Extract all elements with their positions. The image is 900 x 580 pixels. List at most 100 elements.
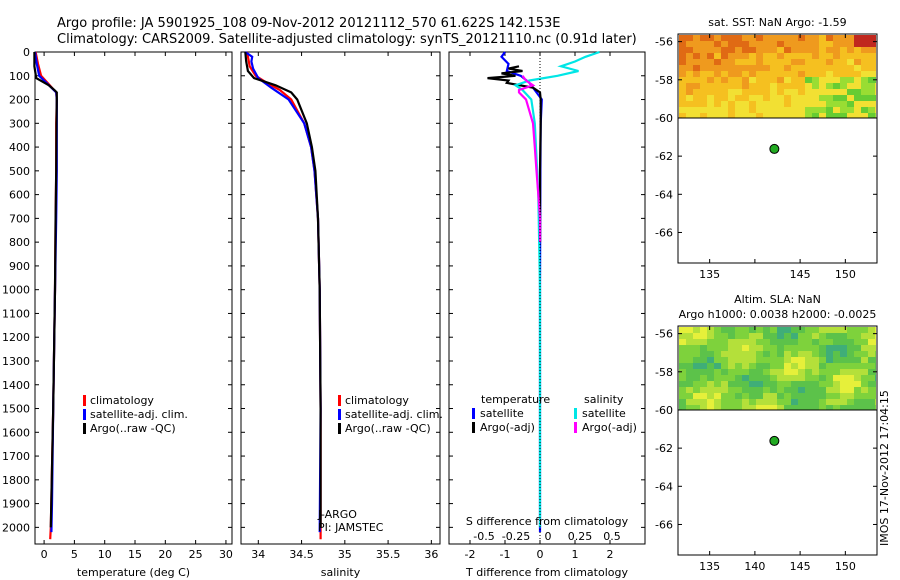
heatmap-cell	[854, 47, 861, 53]
heatmap-cell	[777, 333, 784, 339]
heatmap-cell	[791, 369, 798, 375]
x-tick-label: 30	[219, 548, 233, 561]
heatmap-cell	[735, 59, 742, 65]
x-tick-label: 25	[189, 548, 203, 561]
heatmap-cell	[875, 393, 876, 399]
heatmap-cell	[679, 113, 686, 118]
heatmap-cell	[833, 101, 840, 107]
heatmap-cell	[784, 375, 791, 381]
heatmap-cell	[854, 345, 861, 351]
heatmap-cell	[742, 89, 749, 95]
plot-frame	[34, 51, 233, 545]
heatmap-cell	[861, 345, 868, 351]
heatmap-cell	[798, 71, 805, 77]
heatmap-cell	[714, 107, 721, 113]
heatmap-cell	[784, 357, 791, 363]
heatmap-cell	[847, 35, 854, 41]
heatmap-cell	[714, 327, 721, 333]
heatmap-cell	[812, 53, 819, 59]
heatmap-cell	[826, 71, 833, 77]
heatmap-cell	[798, 113, 805, 118]
heatmap-cell	[756, 77, 763, 83]
heatmap-cell	[812, 35, 819, 41]
heatmap-cell	[721, 327, 728, 333]
heatmap-cell	[805, 399, 812, 405]
heatmap-cell	[700, 83, 707, 89]
heatmap-cell	[833, 41, 840, 47]
legend-swatch	[472, 408, 475, 419]
heatmap-cell	[693, 65, 700, 71]
legend-label: climatology	[90, 394, 154, 407]
heatmap-cell	[840, 95, 847, 101]
heatmap-cell	[826, 381, 833, 387]
heatmap-cell	[714, 357, 721, 363]
heatmap-cell	[749, 113, 756, 118]
annotation-program: J-ARGO	[317, 508, 357, 521]
heatmap-cell	[868, 339, 875, 345]
heatmap-cell	[854, 95, 861, 101]
y-tick-label: 300	[9, 117, 30, 130]
heatmap-cell	[728, 47, 735, 53]
heatmap-cell	[770, 59, 777, 65]
heatmap-cell	[728, 393, 735, 399]
heatmap-cell	[833, 65, 840, 71]
heatmap-cell	[833, 77, 840, 83]
x-tick-label: 135	[699, 268, 720, 281]
heatmap-cell	[770, 351, 777, 357]
x-tick-label: 0	[537, 548, 544, 561]
heatmap-cell	[700, 387, 707, 393]
heatmap-cell	[777, 381, 784, 387]
heatmap-cell	[742, 357, 749, 363]
heatmap-cell	[791, 393, 798, 399]
y-tick-label: 200	[9, 94, 30, 107]
heatmap-cell	[700, 351, 707, 357]
credit-label: IMOS 17-Nov-2012 17:04:15	[878, 390, 891, 546]
heatmap-cell	[728, 35, 735, 41]
heatmap-cell	[875, 107, 876, 113]
heatmap-cell	[728, 333, 735, 339]
heatmap-cell	[756, 351, 763, 357]
annotation-pi: PI: JAMSTEC	[318, 521, 384, 534]
legend-heading-salinity: salinity	[584, 393, 624, 406]
heatmap-cell	[735, 381, 742, 387]
heatmap-cell	[700, 381, 707, 387]
legend-swatch	[338, 423, 341, 434]
heatmap-cell	[847, 405, 854, 410]
heatmap-cell	[819, 351, 826, 357]
heatmap-cell	[819, 71, 826, 77]
heatmap-cell	[875, 65, 876, 71]
heatmap-cell	[735, 399, 742, 405]
heatmap-cell	[777, 83, 784, 89]
heatmap-cell	[847, 387, 854, 393]
heatmap-cell	[770, 387, 777, 393]
heatmap-cell	[735, 375, 742, 381]
heatmap-cell	[693, 35, 700, 41]
heatmap-cell	[812, 381, 819, 387]
heatmap-cell	[721, 345, 728, 351]
heatmap-cell	[770, 35, 777, 41]
heatmap-cell	[875, 345, 876, 351]
heatmap-cell	[707, 405, 714, 410]
heatmap-cell	[840, 101, 847, 107]
heatmap-cell	[875, 101, 876, 107]
heatmap-cell	[735, 387, 742, 393]
heatmap-cell	[693, 59, 700, 65]
heatmap-cell	[714, 65, 721, 71]
heatmap-cell	[679, 375, 686, 381]
heatmap-cell	[756, 345, 763, 351]
heatmap-cell	[861, 77, 868, 83]
heatmap-cell	[812, 363, 819, 369]
heatmap-cell	[854, 71, 861, 77]
heatmap-cell	[742, 53, 749, 59]
y-tick-label: 500	[9, 165, 30, 178]
heatmap-cell	[840, 339, 847, 345]
heatmap-cell	[819, 47, 826, 53]
heatmap-cell	[819, 393, 826, 399]
heatmap-cell	[805, 113, 812, 118]
heatmap-cell	[756, 393, 763, 399]
heatmap-cell	[679, 89, 686, 95]
heatmap-cell	[714, 339, 721, 345]
heatmap-cell	[700, 327, 707, 333]
heatmap-cell	[749, 327, 756, 333]
heatmap-cell	[819, 387, 826, 393]
